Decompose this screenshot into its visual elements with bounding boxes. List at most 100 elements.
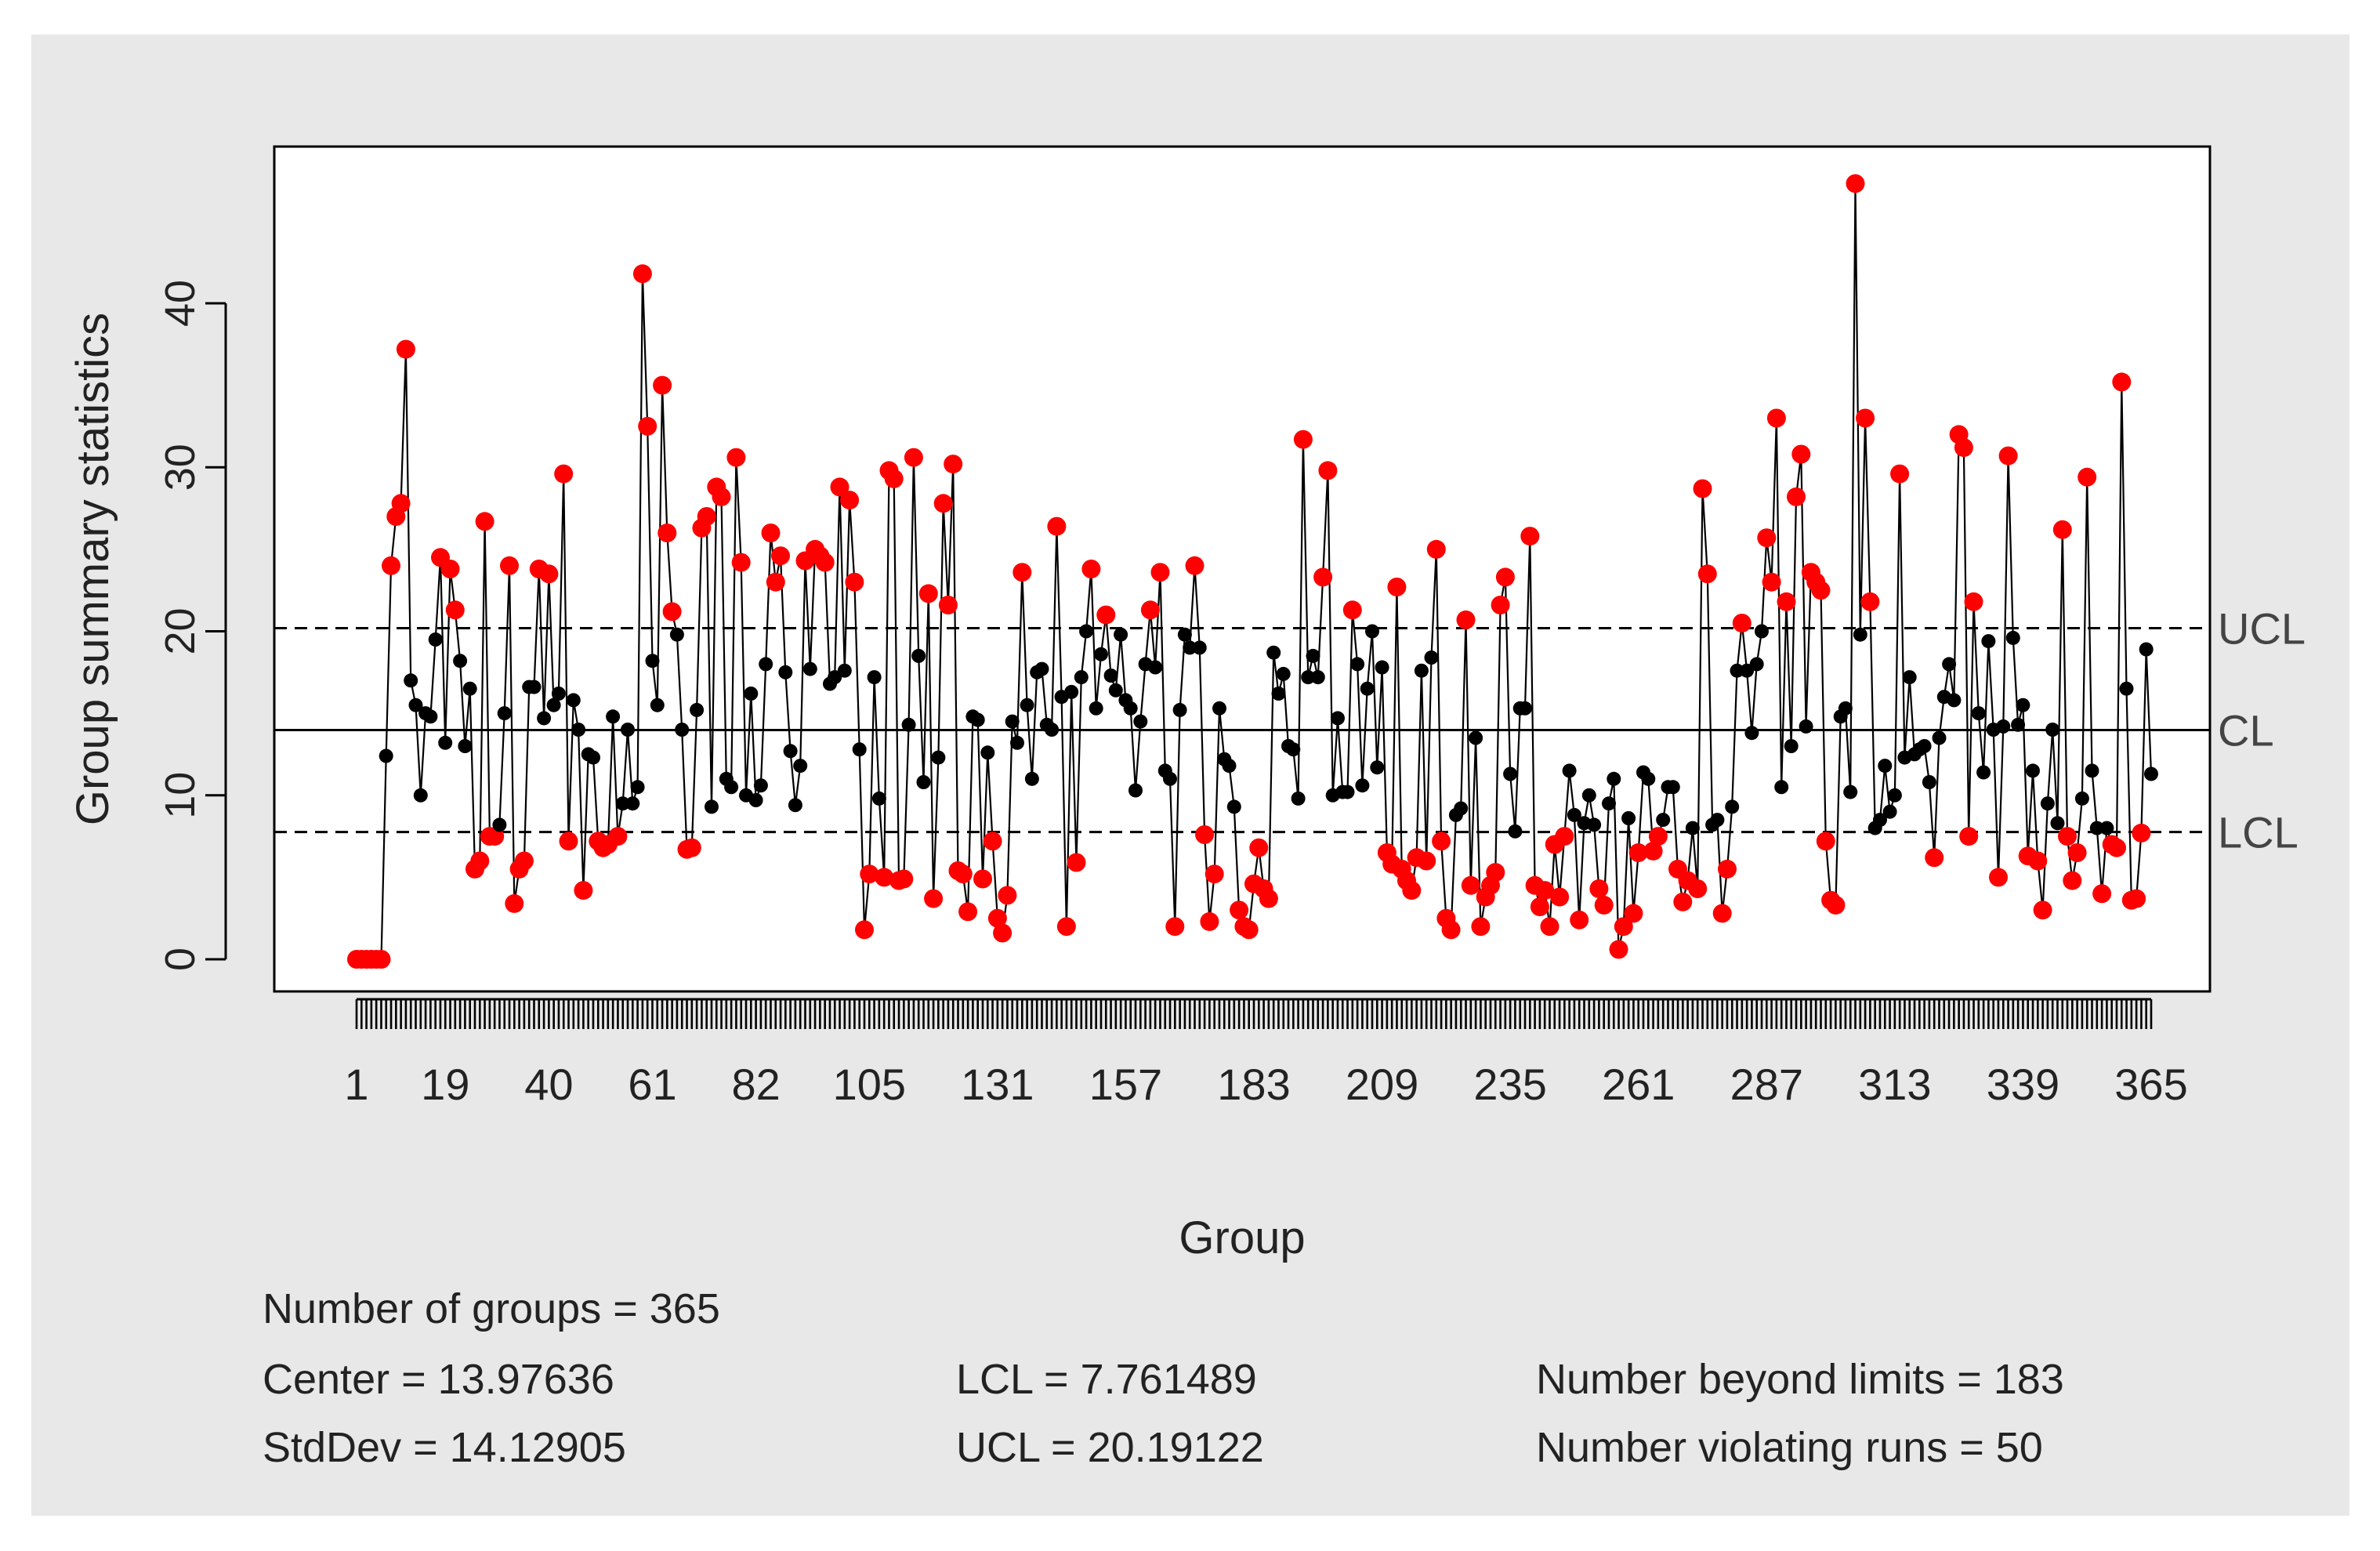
point-in-control — [1172, 702, 1187, 717]
point-in-control — [2085, 763, 2099, 778]
point-out-of-control — [1816, 832, 1835, 851]
point-in-control — [1212, 701, 1226, 716]
point-in-control — [1508, 824, 1523, 839]
x-tick-label: 209 — [1346, 1060, 1418, 1109]
point-out-of-control — [1989, 868, 2008, 887]
point-in-control — [546, 698, 561, 712]
point-out-of-control — [1766, 408, 1786, 428]
point-in-control — [1306, 648, 1320, 663]
point-in-control — [438, 735, 453, 750]
point-in-control — [1266, 645, 1281, 660]
point-in-control — [1310, 670, 1325, 685]
point-in-control — [980, 745, 995, 760]
point-in-control — [1799, 719, 1813, 734]
point-in-control — [788, 798, 802, 813]
point-in-control — [1730, 663, 1744, 678]
point-in-control — [1562, 763, 1577, 778]
point-in-control — [1710, 813, 1725, 828]
point-in-control — [1784, 739, 1799, 753]
point-out-of-control — [958, 902, 978, 922]
point-in-control — [1602, 796, 1616, 811]
point-in-control — [571, 723, 586, 737]
point-in-control — [2045, 723, 2060, 737]
point-in-control — [2089, 821, 2104, 835]
point-out-of-control — [771, 546, 790, 566]
point-in-control — [705, 799, 719, 814]
point-out-of-control — [1140, 600, 1160, 620]
point-in-control — [1971, 706, 1986, 721]
point-in-control — [1034, 661, 1049, 676]
point-in-control — [2099, 821, 2114, 835]
point-out-of-control — [1688, 879, 1708, 898]
point-out-of-control — [1486, 863, 1505, 882]
limit-label-lcl: LCL — [2218, 808, 2298, 857]
x-tick-label: 1 — [344, 1060, 368, 1109]
point-in-control — [669, 627, 684, 642]
point-out-of-control — [845, 572, 864, 592]
point-out-of-control — [1047, 516, 1067, 536]
point-out-of-control — [1530, 897, 1549, 916]
point-out-of-control — [475, 512, 494, 531]
point-in-control — [1414, 663, 1429, 678]
point-in-control — [1064, 684, 1079, 699]
point-in-control — [1947, 693, 1962, 708]
point-out-of-control — [993, 923, 1012, 943]
point-out-of-control — [1471, 917, 1491, 937]
point-out-of-control — [712, 487, 731, 506]
point-in-control — [753, 778, 768, 793]
point-out-of-control — [1540, 917, 1559, 937]
stat-lcl: LCL = 7.761489 — [956, 1356, 1257, 1403]
point-out-of-control — [840, 491, 860, 510]
point-in-control — [1567, 807, 1581, 822]
point-in-control — [462, 681, 477, 696]
point-in-control — [802, 661, 817, 676]
point-in-control — [1005, 714, 1020, 729]
x-axis-label: Group — [1179, 1212, 1305, 1263]
point-out-of-control — [726, 448, 746, 467]
point-in-control — [413, 788, 428, 803]
point-out-of-control — [933, 494, 953, 513]
point-out-of-control — [1081, 560, 1101, 578]
point-in-control — [527, 679, 542, 694]
point-in-control — [778, 665, 793, 679]
point-in-control — [1665, 780, 1680, 795]
x-tick-label: 157 — [1089, 1060, 1162, 1109]
point-out-of-control — [1594, 895, 1614, 915]
point-in-control — [1621, 811, 1636, 825]
point-in-control — [1503, 766, 1518, 781]
point-out-of-control — [608, 827, 628, 846]
point-in-control — [837, 663, 852, 678]
point-in-control — [1725, 799, 1740, 814]
point-out-of-control — [1643, 841, 1663, 861]
point-in-control — [1074, 670, 1089, 685]
limit-labels: UCL CL LCL — [2218, 603, 2306, 857]
point-in-control — [621, 723, 635, 737]
point-in-control — [1010, 735, 1024, 750]
point-out-of-control — [1535, 881, 1555, 901]
point-out-of-control — [815, 553, 835, 572]
point-in-control — [1192, 640, 1207, 655]
y-axis-label: Group summary statistics — [67, 313, 118, 825]
point-out-of-control — [638, 416, 657, 436]
point-in-control — [793, 759, 808, 774]
point-in-control — [852, 742, 867, 757]
stat-ucl: UCL = 20.19122 — [956, 1424, 1264, 1471]
point-out-of-control — [860, 864, 879, 884]
point-out-of-control — [1846, 174, 1865, 194]
point-out-of-control — [2078, 467, 2097, 487]
point-in-control — [428, 632, 443, 647]
point-out-of-control — [830, 477, 849, 497]
point-out-of-control — [470, 851, 490, 871]
point-out-of-control — [500, 556, 519, 575]
point-out-of-control — [1964, 592, 1983, 611]
point-out-of-control — [1860, 592, 1880, 611]
point-in-control — [1774, 780, 1789, 795]
point-out-of-control — [539, 564, 559, 584]
point-in-control — [2074, 791, 2089, 806]
point-in-control — [1882, 804, 1897, 819]
point-out-of-control — [697, 507, 716, 526]
point-out-of-control — [918, 584, 938, 603]
point-in-control — [453, 654, 468, 669]
point-out-of-control — [1791, 444, 1811, 464]
point-in-control — [1942, 657, 1957, 672]
